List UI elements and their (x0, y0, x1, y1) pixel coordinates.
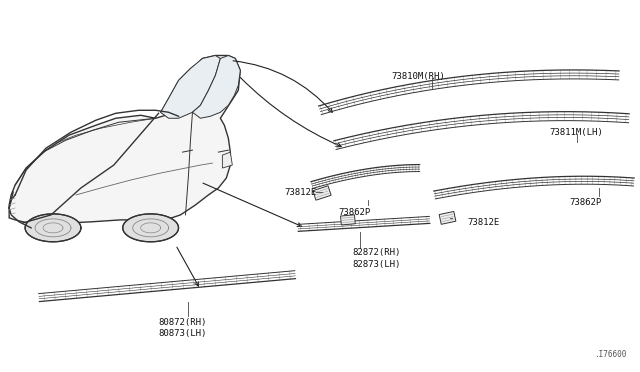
Text: 73862P: 73862P (338, 208, 370, 217)
Polygon shape (313, 186, 331, 200)
Text: 80873(LH): 80873(LH) (159, 330, 207, 339)
Polygon shape (161, 55, 220, 118)
Polygon shape (434, 176, 634, 199)
Polygon shape (222, 152, 232, 168)
Polygon shape (311, 164, 420, 188)
Text: 73811M(LH): 73811M(LH) (549, 128, 603, 137)
Text: 73812E: 73812E (284, 188, 316, 197)
Text: 73812E: 73812E (467, 218, 500, 227)
Text: 82872(RH): 82872(RH) (352, 248, 400, 257)
Polygon shape (193, 55, 240, 118)
Polygon shape (123, 214, 179, 242)
Polygon shape (319, 70, 619, 115)
Polygon shape (25, 214, 81, 242)
Text: 80872(RH): 80872(RH) (159, 318, 207, 327)
Polygon shape (340, 215, 355, 225)
Polygon shape (298, 217, 430, 231)
Polygon shape (161, 62, 198, 115)
Polygon shape (38, 271, 296, 302)
Polygon shape (439, 211, 456, 224)
Polygon shape (334, 112, 629, 150)
Polygon shape (9, 55, 240, 238)
Text: 73810M(RH): 73810M(RH) (392, 73, 445, 81)
Text: .I76600: .I76600 (595, 350, 627, 359)
Text: 73862P: 73862P (569, 198, 602, 207)
Text: 82873(LH): 82873(LH) (352, 260, 400, 269)
